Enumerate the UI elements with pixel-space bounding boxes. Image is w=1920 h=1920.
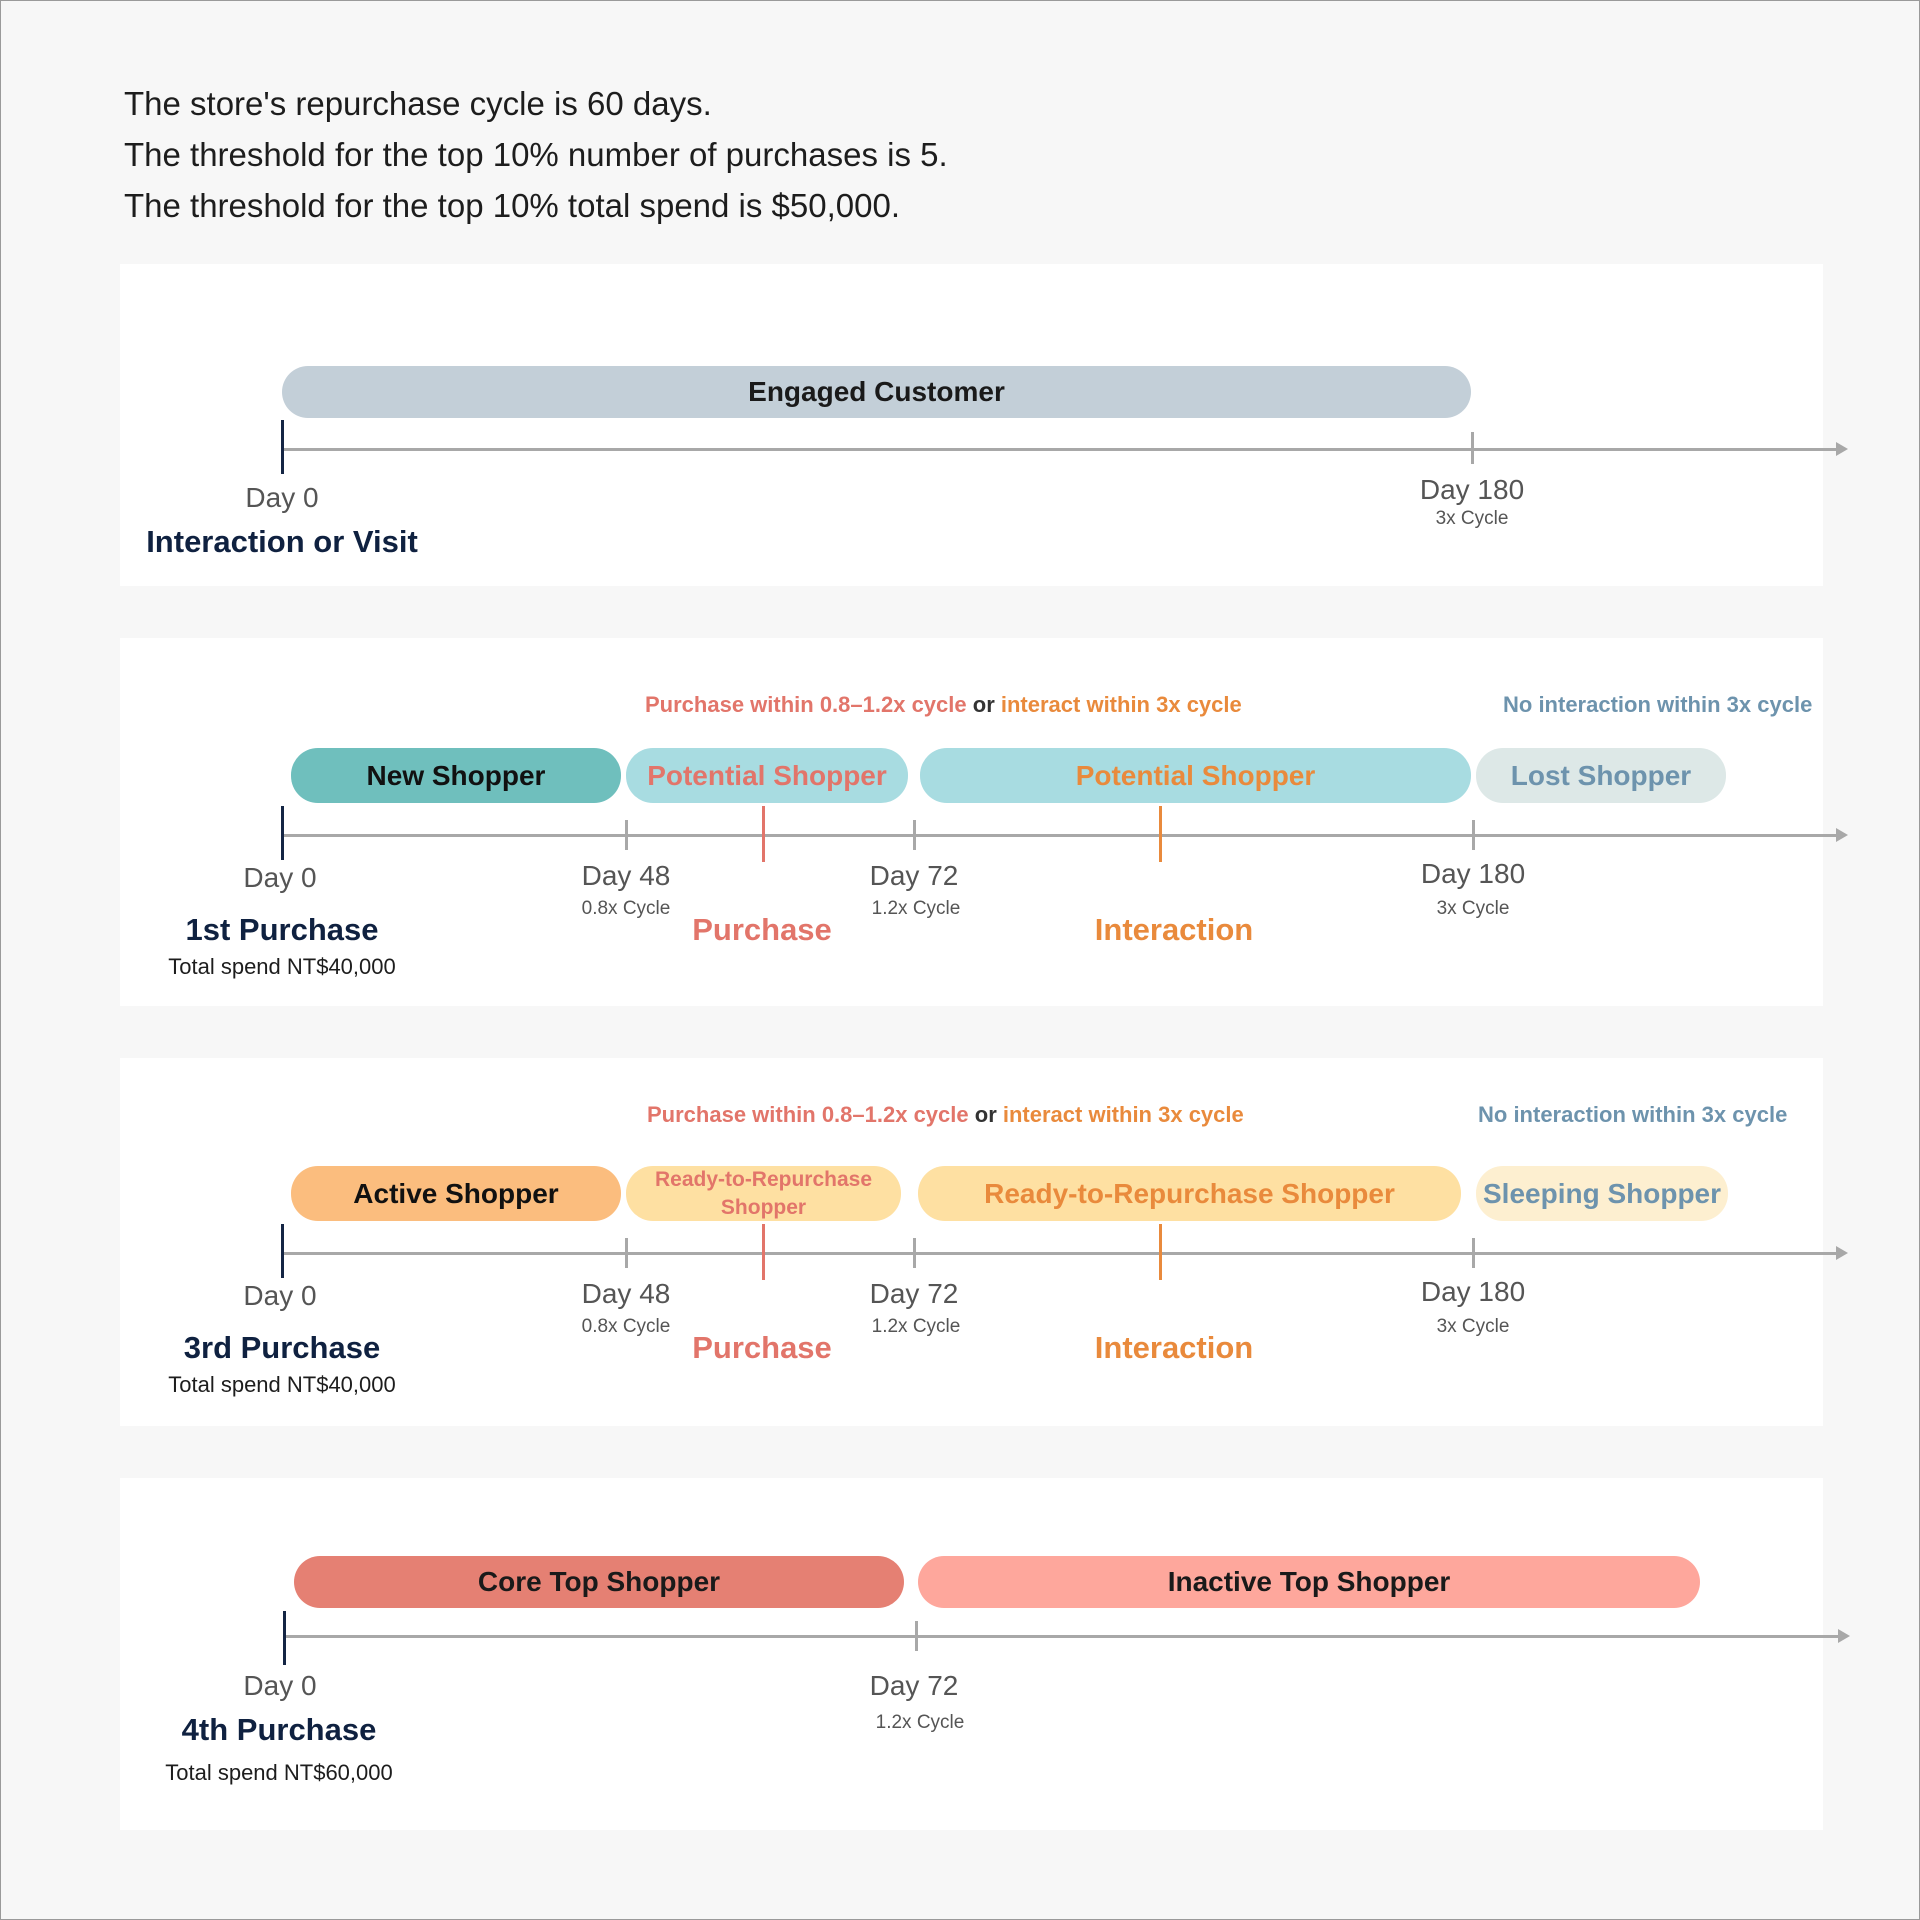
label-cycle-1-2x: 1.2x Cycle (871, 1316, 961, 1337)
start-marker (281, 1224, 284, 1278)
tick-day-72 (913, 820, 916, 850)
condition-interact-text: interact within 3x cycle (1002, 1102, 1244, 1127)
start-marker (281, 806, 284, 860)
arrow-head-icon (1836, 442, 1848, 456)
label-day-0: Day 0 (243, 1670, 317, 1701)
label-cycle-3x: 3x Cycle (1436, 1316, 1510, 1337)
condition-or-text: or (974, 1102, 997, 1127)
segment-core-top-shopper: Core Top Shopper (294, 1556, 904, 1608)
segment-ready-to-repurchase-purchase: Ready-to-Repurchase Shopper (626, 1166, 901, 1221)
segment-inactive-top-shopper: Inactive Top Shopper (918, 1556, 1700, 1608)
panel-first-purchase: Purchase within 0.8–1.2x cycle or intera… (120, 638, 1848, 1006)
segment-active-shopper: Active Shopper (291, 1166, 621, 1221)
tick-day-48 (625, 820, 628, 850)
tick-day-72 (915, 1621, 918, 1651)
panel-engaged-customer: Engaged Customer Day 0 Day 180 3x Cycle … (120, 264, 1848, 586)
label-interaction-marker: Interaction (1094, 912, 1254, 947)
label-interaction-marker: Interaction (1094, 1330, 1254, 1365)
arrow-head-icon (1836, 1246, 1848, 1260)
label-day-180: Day 180 (1420, 1276, 1526, 1307)
event-interaction-or-visit: Interaction or Visit (146, 524, 418, 559)
tick-day-180 (1471, 432, 1474, 464)
panel-third-purchase: Purchase within 0.8–1.2x cycle or intera… (120, 1058, 1848, 1426)
event-third-purchase: 3rd Purchase (183, 1330, 381, 1365)
label-day-180: Day 180 (1420, 858, 1526, 889)
label-day-72: Day 72 (869, 1670, 959, 1701)
label-day-180: Day 180 (1419, 474, 1525, 505)
total-spend: Total spend NT$40,000 (168, 954, 396, 979)
marker-purchase (762, 1224, 765, 1280)
tick-day-180 (1472, 1238, 1475, 1268)
condition-purchase-text: Purchase within 0.8–1.2x cycle (645, 692, 967, 717)
condition-or-text: or (972, 692, 995, 717)
label-purchase-marker: Purchase (692, 1330, 832, 1365)
event-first-purchase: 1st Purchase (185, 912, 379, 947)
segment-lost-shopper: Lost Shopper (1476, 748, 1726, 803)
label-cycle-0-8x: 0.8x Cycle (581, 1316, 671, 1337)
condition-interact-text: interact within 3x cycle (1000, 692, 1242, 717)
segment-potential-shopper-interaction: Potential Shopper (920, 748, 1471, 803)
timeline-axis (282, 834, 1838, 837)
marker-interaction (1159, 806, 1162, 862)
marker-purchase (762, 806, 765, 862)
tick-day-48 (625, 1238, 628, 1268)
intro-line-purchases-threshold: The threshold for the top 10% number of … (124, 136, 948, 173)
label-cycle-3x: 3x Cycle (1435, 508, 1509, 529)
label-day-72: Day 72 (869, 1278, 959, 1309)
segment-ready-to-repurchase-interaction: Ready-to-Repurchase Shopper (918, 1166, 1461, 1221)
label-cycle-1-2x: 1.2x Cycle (871, 898, 961, 919)
label-cycle-0-8x: 0.8x Cycle (581, 898, 671, 919)
total-spend: Total spend NT$60,000 (165, 1760, 393, 1785)
condition-no-interaction: No interaction within 3x cycle (1503, 692, 1813, 717)
label-day-0: Day 0 (243, 862, 317, 893)
condition-repurchase: Purchase within 0.8–1.2x cycle or intera… (647, 1102, 1244, 1128)
label-day-72: Day 72 (869, 860, 959, 891)
arrow-head-icon (1836, 828, 1848, 842)
start-marker (281, 420, 284, 474)
label-day-0: Day 0 (245, 482, 319, 513)
timeline-axis (282, 1252, 1838, 1255)
total-spend: Total spend NT$40,000 (168, 1372, 396, 1397)
label-day-0: Day 0 (243, 1280, 317, 1311)
intro-line-cycle: The store's repurchase cycle is 60 days. (124, 85, 712, 122)
label-day-48: Day 48 (581, 1278, 671, 1309)
condition-repurchase: Purchase within 0.8–1.2x cycle or intera… (645, 692, 1242, 718)
segment-potential-shopper-purchase: Potential Shopper (626, 748, 908, 803)
segment-engaged-customer: Engaged Customer (282, 366, 1471, 418)
start-marker (283, 1611, 286, 1665)
segment-new-shopper: New Shopper (291, 748, 621, 803)
label-purchase-marker: Purchase (692, 912, 832, 947)
event-fourth-purchase: 4th Purchase (181, 1712, 377, 1747)
label-day-48: Day 48 (581, 860, 671, 891)
arrow-head-icon (1838, 1629, 1850, 1643)
label-cycle-1-2x: 1.2x Cycle (875, 1712, 965, 1733)
label-cycle-3x: 3x Cycle (1436, 898, 1510, 919)
marker-interaction (1159, 1224, 1162, 1280)
tick-day-72 (913, 1238, 916, 1268)
panel-fourth-purchase: Core Top Shopper Inactive Top Shopper Da… (120, 1478, 1850, 1830)
timeline-axis (284, 1635, 1840, 1638)
intro-line-spend-threshold: The threshold for the top 10% total spen… (124, 187, 901, 224)
intro-text: The store's repurchase cycle is 60 days.… (124, 78, 948, 231)
tick-day-180 (1472, 820, 1475, 850)
timeline-axis (282, 448, 1838, 451)
condition-no-interaction: No interaction within 3x cycle (1478, 1102, 1788, 1127)
condition-purchase-text: Purchase within 0.8–1.2x cycle (647, 1102, 969, 1127)
segment-sleeping-shopper: Sleeping Shopper (1476, 1166, 1728, 1221)
